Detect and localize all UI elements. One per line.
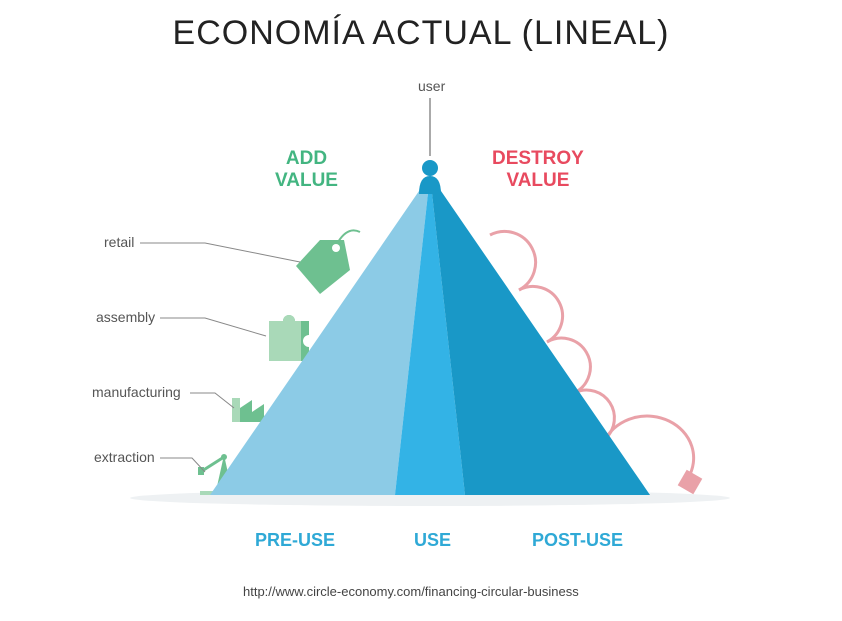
retail-icon [296,230,360,294]
assembly-icon [269,315,309,361]
page-title: ECONOMÍA ACTUAL (LINEAL) [0,14,842,53]
extraction-label: extraction [94,449,155,465]
manufacturing-label: manufacturing [92,384,181,400]
retail-label: retail [104,234,134,250]
phase-pre-use: PRE-USE [255,530,335,551]
destroy-value-line2: VALUE [506,170,569,191]
source-url: http://www.circle-economy.com/financing-… [243,584,579,599]
destroy-value-line1: DESTROY [492,148,584,169]
phase-post-use: POST-USE [532,530,623,551]
destroy-value-label: DESTROY VALUE [492,148,584,192]
add-value-line1: ADD [286,148,327,169]
discard-icon [678,470,703,495]
add-value-line2: VALUE [275,170,338,191]
user-pawn-icon [419,160,441,194]
triangle-right [430,175,650,495]
user-label: user [418,78,445,94]
assembly-label: assembly [96,309,155,325]
phase-use: USE [414,530,451,551]
triangle-left [210,175,430,495]
add-value-label: ADD VALUE [275,148,338,192]
